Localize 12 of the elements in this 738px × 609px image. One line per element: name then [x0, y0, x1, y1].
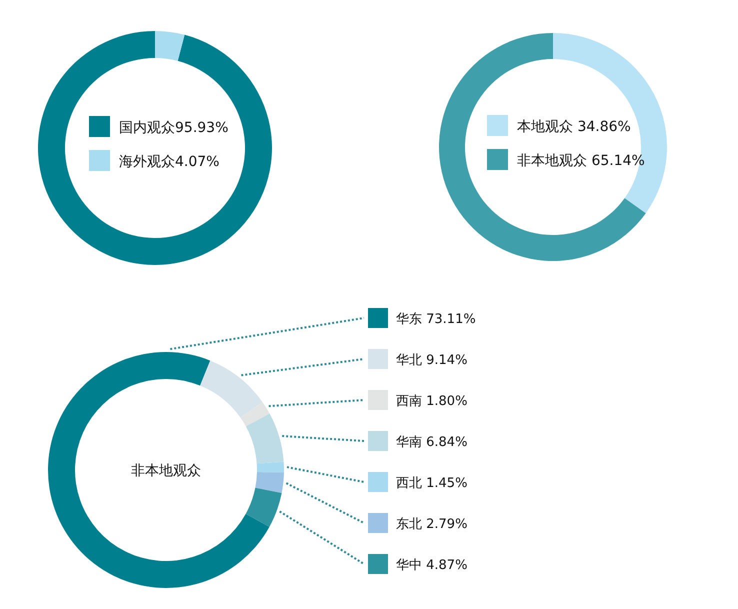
text: 非本地观众: [131, 463, 201, 479]
legend-label: 华南 6.84%: [396, 435, 468, 450]
legend-label: 华中 4.87%: [396, 558, 468, 573]
legend-label: 东北 2.79%: [396, 517, 468, 532]
legend-label: 非本地观众 65.14%: [517, 153, 645, 169]
legend-label: 海外观众4.07%: [119, 154, 220, 170]
legend-label: 国内观众95.93%: [119, 120, 228, 136]
legend-label: 华东 73.11%: [396, 312, 476, 327]
legend-label: 本地观众 34.86%: [517, 119, 631, 135]
legend-label: 华北 9.14%: [396, 353, 468, 368]
legend-label: 西北 1.45%: [396, 476, 468, 491]
legend-label: 西南 1.80%: [396, 394, 468, 409]
